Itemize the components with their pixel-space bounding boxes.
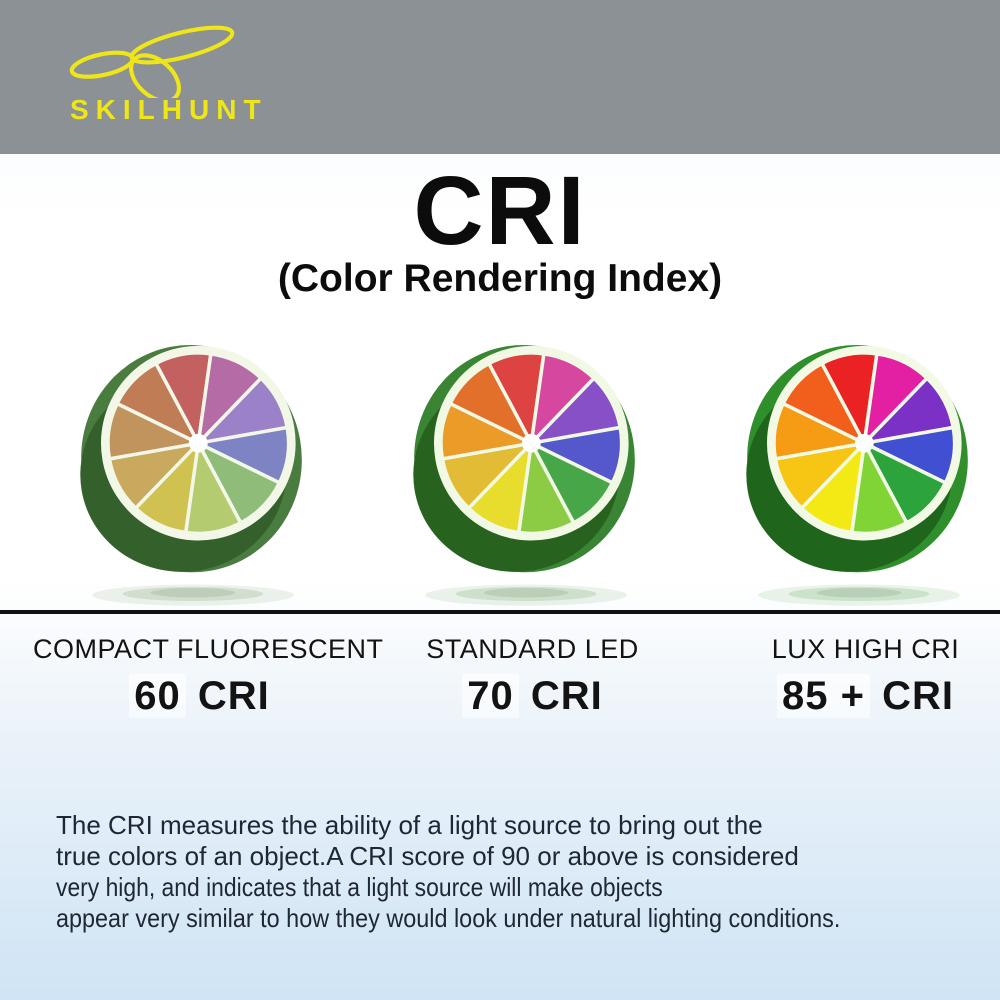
- lime-illustration-85cri: [745, 345, 968, 606]
- source-name: COMPACT FLUORESCENT: [33, 634, 384, 664]
- source-name: LUX HIGH CRI: [771, 634, 960, 664]
- description-line-1: The CRI measures the ability of a light …: [56, 810, 763, 840]
- divider-line: [0, 610, 1000, 614]
- cri-value: 60 CRI: [33, 674, 366, 719]
- description-line-2: true colors of an object.A CRI score of …: [56, 841, 799, 871]
- cri-suffix: CRI: [530, 674, 603, 718]
- description-line-4: appear very similar to how they would lo…: [56, 903, 841, 933]
- cri-number: 85 +: [777, 674, 870, 718]
- brand-name: SKILHUNT: [70, 94, 268, 125]
- lime-illustration-70cri: [412, 345, 635, 606]
- cri-description: The CRI measures the ability of a light …: [56, 810, 966, 934]
- cri-value: 70 CRI: [366, 674, 699, 719]
- lime-column-standard-led: [366, 336, 699, 608]
- lime-row: [33, 336, 1000, 608]
- description-line-3: very high, and indicates that a light so…: [56, 872, 663, 902]
- title-block: CRI (Color Rendering Index): [0, 156, 1000, 301]
- cri-suffix: CRI: [882, 674, 954, 718]
- brand-banner: SKILHUNT: [0, 0, 1000, 154]
- lime-column-high-cri: [699, 336, 1000, 608]
- page-subtitle: (Color Rendering Index): [277, 257, 723, 300]
- light-source-item-high-cri: LUX HIGH CRI 85 + CRI: [699, 634, 1000, 719]
- skilhunt-logo-icon: [69, 25, 235, 98]
- cri-number: 70: [462, 674, 519, 718]
- source-name: STANDARD LED: [426, 634, 639, 664]
- cri-suffix: CRI: [197, 674, 270, 718]
- light-source-item-standard-led: STANDARD LED 70 CRI: [366, 634, 699, 719]
- page-title: CRI: [413, 156, 587, 265]
- lime-column-fluorescent: [33, 336, 366, 608]
- label-row: COMPACT FLUORESCENT 60 CRI STANDARD LED …: [33, 634, 1000, 719]
- lime-illustration-60cri: [79, 345, 302, 606]
- cri-value: 85 + CRI: [699, 674, 1000, 719]
- cri-number: 60: [129, 674, 186, 718]
- light-source-item-fluorescent: COMPACT FLUORESCENT 60 CRI: [33, 634, 384, 719]
